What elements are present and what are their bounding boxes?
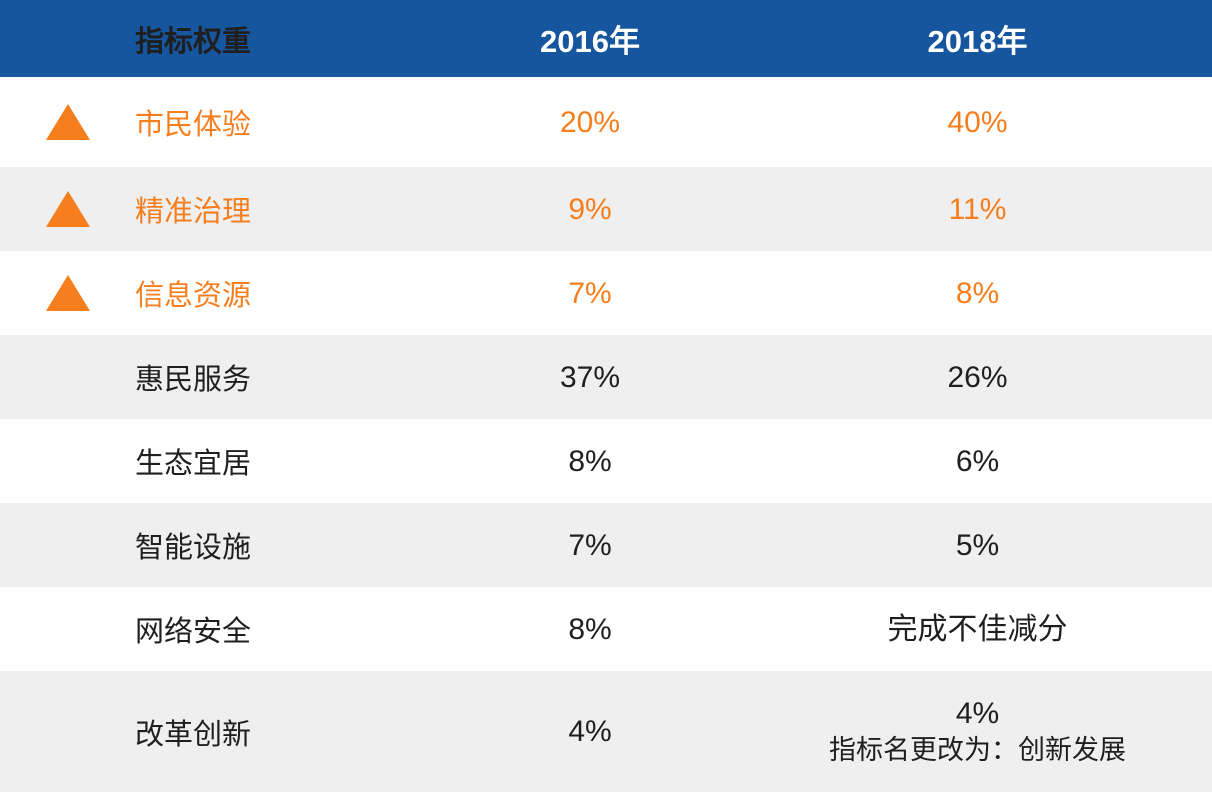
row-value-2018: 8%	[780, 275, 1175, 312]
row-value-2016: 7%	[568, 276, 612, 310]
row-label: 信息资源	[135, 280, 252, 312]
row-value-2016: 8%	[568, 612, 612, 646]
table-row: 网络安全 8% 完成不佳减分	[0, 587, 1212, 671]
table-row: 生态宜居 8% 6%	[0, 419, 1212, 503]
table-row: 精准治理 9% 11%	[0, 167, 1212, 251]
row-value-2018: 完成不佳减分	[780, 611, 1175, 648]
row-label: 改革创新	[135, 718, 252, 751]
row-value-2018: 26%	[780, 359, 1175, 396]
row-value-2016: 7%	[568, 528, 612, 562]
row-value-2016: 37%	[559, 360, 621, 394]
row-value-2018-main: 11%	[948, 192, 1007, 226]
header-year-2018: 2018年	[927, 24, 1028, 59]
header-indicator-label: 指标权重	[135, 25, 252, 58]
up-triangle-icon	[45, 191, 90, 227]
row-value-2018-note: 指标名更改为：创新发展	[829, 734, 1126, 765]
row-label: 精准治理	[135, 196, 252, 228]
row-value-2016: 8%	[568, 444, 612, 478]
header-year-2016: 2016年	[540, 24, 640, 59]
table-row: 信息资源 7% 8%	[0, 251, 1212, 335]
row-value-2018: 11%	[780, 191, 1175, 228]
up-triangle-icon	[45, 275, 90, 311]
row-value-2018: 40%	[780, 104, 1175, 141]
row-value-2016: 9%	[568, 192, 612, 226]
row-icon-cell	[0, 275, 135, 311]
row-label: 网络安全	[135, 616, 252, 648]
table-row: 改革创新 4% 4% 指标名更改为：创新发展	[0, 671, 1212, 792]
row-label: 惠民服务	[135, 364, 252, 396]
row-label: 市民体验	[135, 109, 252, 141]
row-value-2018-main: 5%	[955, 528, 1000, 562]
row-value-2016: 4%	[568, 715, 612, 748]
table-body: 市民体验 20% 40% 精准治理 9% 11% 信息资源 7% 8%	[0, 77, 1212, 792]
row-icon-cell	[0, 104, 135, 140]
row-value-2018: 6%	[780, 443, 1175, 480]
table-row: 惠民服务 37% 26%	[0, 335, 1212, 419]
row-value-2018: 5%	[780, 527, 1175, 564]
row-value-2018-main: 6%	[955, 444, 1000, 478]
row-label: 智能设施	[135, 532, 252, 564]
table-row: 智能设施 7% 5%	[0, 503, 1212, 587]
table-header-row: 指标权重 2016年 2018年	[0, 0, 1212, 77]
row-value-2018-main: 完成不佳减分	[887, 612, 1068, 646]
row-label: 生态宜居	[135, 448, 252, 480]
up-triangle-icon	[45, 104, 90, 140]
row-icon-cell	[0, 191, 135, 227]
row-value-2016: 20%	[559, 105, 621, 139]
table-row: 市民体验 20% 40%	[0, 77, 1212, 167]
row-value-2018-main: 4%	[955, 696, 1000, 730]
row-value-2018-main: 40%	[947, 105, 1008, 139]
row-value-2018-main: 26%	[947, 360, 1008, 394]
row-value-2018-main: 8%	[955, 276, 1000, 310]
row-value-2018: 4% 指标名更改为：创新发展	[780, 695, 1175, 769]
